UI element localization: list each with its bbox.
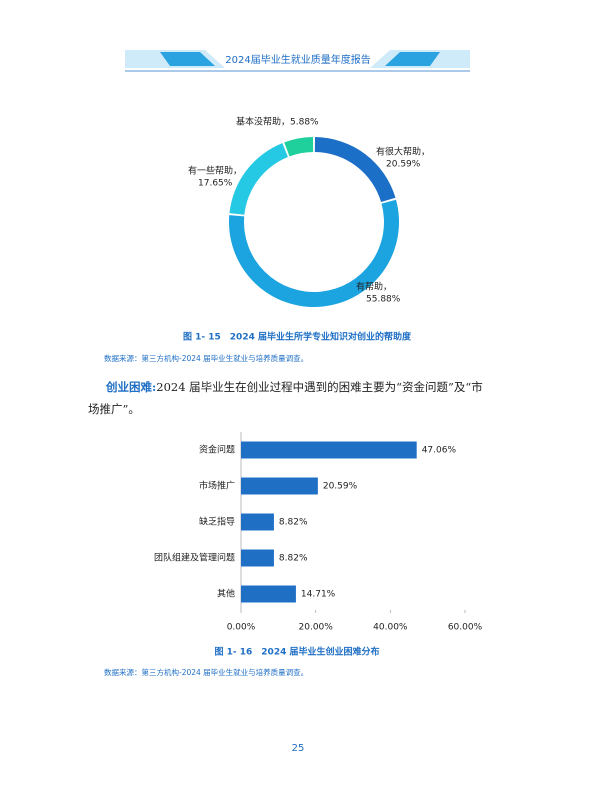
value-label: 47.06%	[422, 446, 457, 456]
segment-value: 20.59%	[386, 160, 421, 170]
paragraph: 创业困难:2024 届毕业生在创业过程中遇到的困难主要为“资金问题”及“市	[105, 380, 483, 394]
y-tick-label: 资金问题	[199, 444, 235, 456]
source: 数据来源：第三方机构-2024 届毕业生就业与培养质量调查。	[104, 667, 308, 677]
segment-label: 有一些帮助，	[188, 165, 242, 177]
header-title: 2024届毕业生就业质量年度报告	[225, 53, 370, 66]
paragraph-text: 2024 届毕业生在创业过程中遇到的困难主要为“资金问题”及“市	[156, 380, 483, 394]
x-tick-label: 40.00%	[373, 623, 408, 633]
paragraph-lead: 创业困难:	[105, 380, 156, 394]
segment-value: 55.88%	[366, 295, 401, 305]
value-label: 8.82%	[279, 554, 308, 564]
segment-value: 17.65%	[198, 179, 233, 189]
value-label: 14.71%	[301, 590, 336, 600]
segment-value: 5.88%	[290, 118, 319, 128]
y-tick-label: 市场推广	[199, 480, 235, 492]
caption: 图 1- 15 2024 届毕业生所学专业知识对创业的帮助度	[183, 331, 412, 343]
segment-label: 基本没帮助，	[236, 116, 290, 128]
x-tick-label: 0.00%	[227, 623, 256, 633]
donut-segment	[284, 137, 314, 157]
donut-segment	[228, 199, 399, 307]
segment-label: 有帮助，	[356, 281, 392, 293]
y-tick-label: 团队组建及管理问题	[154, 552, 235, 564]
paragraph: 场推广”。	[88, 402, 140, 416]
y-tick-label: 缺乏指导	[199, 516, 235, 528]
caption: 图 1- 16 2024 届毕业生创业困难分布	[215, 646, 380, 658]
value-label: 8.82%	[279, 518, 308, 528]
value-label: 20.59%	[323, 482, 358, 492]
bar	[241, 477, 318, 495]
source: 数据来源：第三方机构-2024 届毕业生就业与培养质量调查。	[104, 353, 308, 363]
donut-segment	[314, 137, 396, 203]
page-number: 25	[292, 743, 305, 754]
paragraph-text: 场推广”。	[88, 402, 140, 416]
header-decor	[160, 52, 215, 66]
header-decor	[385, 52, 440, 66]
bar	[241, 549, 274, 567]
bar	[241, 441, 417, 459]
donut-segment	[229, 143, 288, 215]
y-tick-label: 其他	[217, 588, 235, 600]
segment-label: 有很大帮助，	[376, 146, 430, 158]
bar	[241, 585, 296, 603]
x-tick-label: 60.00%	[448, 623, 483, 633]
bar	[241, 513, 274, 531]
x-tick-label: 20.00%	[299, 623, 334, 633]
